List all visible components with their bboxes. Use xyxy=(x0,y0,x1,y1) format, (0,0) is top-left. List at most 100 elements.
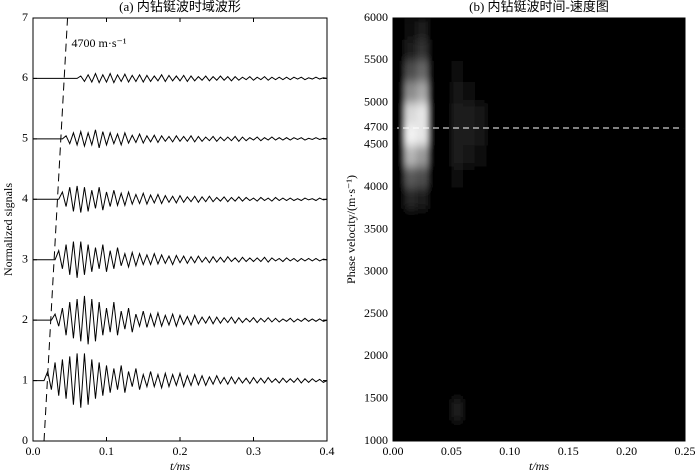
heatmap-cell xyxy=(649,292,663,315)
heatmap-cell xyxy=(486,144,499,167)
y-tick-label: 5500 xyxy=(364,52,388,66)
heatmap-cell xyxy=(638,187,651,209)
y-tick-label: 0 xyxy=(22,433,28,447)
heatmap-cell xyxy=(498,419,511,441)
heatmap-cell xyxy=(521,250,534,273)
heatmap-cell xyxy=(498,398,511,421)
heatmap-cell xyxy=(626,271,639,294)
heatmap-cell xyxy=(544,250,558,273)
heatmap-cell xyxy=(416,335,429,357)
x-tick-label: 0.05 xyxy=(441,444,462,458)
heatmap-cell xyxy=(439,39,452,61)
heatmap-cell xyxy=(673,356,685,379)
heatmap-cell xyxy=(661,60,674,82)
heatmap-cell xyxy=(661,250,674,273)
heatmap-cell xyxy=(661,208,674,230)
heatmap-cell xyxy=(509,335,522,357)
heatmap-cell xyxy=(509,271,522,294)
heatmap-cell xyxy=(568,208,581,230)
heatmap-cell xyxy=(556,187,569,209)
heatmap-cell xyxy=(673,39,685,61)
heatmap-cell xyxy=(474,166,487,188)
heatmap-cell xyxy=(649,271,663,294)
x-tick-label: 0.10 xyxy=(499,444,520,458)
heatmap-cell xyxy=(568,356,581,379)
heatmap-cell xyxy=(533,123,546,146)
heatmap-cell xyxy=(544,271,558,294)
heatmap-cell xyxy=(649,356,663,379)
y-axis-label: Normalized signals xyxy=(1,183,15,276)
heatmap-cell xyxy=(463,81,476,104)
heatmap-cell xyxy=(544,356,558,379)
heatmap-cell xyxy=(591,39,604,61)
heatmap-cell xyxy=(451,377,464,400)
heatmap-cell xyxy=(638,314,651,336)
heatmap-cell xyxy=(603,166,616,188)
heatmap-cell xyxy=(544,166,558,188)
heatmap-cell xyxy=(486,250,499,273)
heatmap-cell xyxy=(498,208,511,230)
heatmap-cell xyxy=(626,292,639,315)
heatmap-cell xyxy=(486,292,499,315)
heatmap-cell xyxy=(673,419,685,441)
heatmap-cell xyxy=(638,356,651,379)
heatmap-cell xyxy=(474,144,487,167)
heatmap-cell xyxy=(428,39,441,61)
heatmap-cell xyxy=(498,81,511,104)
heatmap-cell xyxy=(603,123,616,146)
heatmap-cell xyxy=(533,60,546,82)
heatmap-cell xyxy=(661,144,674,167)
heatmap-cell xyxy=(486,39,499,61)
heatmap-cell xyxy=(603,335,616,357)
heatmap-cell xyxy=(404,18,417,40)
heatmap-cell xyxy=(603,102,616,125)
heatmap-cell xyxy=(393,81,406,104)
heatmap-cell xyxy=(568,335,581,357)
heatmap-cell xyxy=(439,166,452,188)
heatmap-cell xyxy=(439,292,452,315)
heatmap-cell xyxy=(626,314,639,336)
heatmap-cell xyxy=(428,166,441,188)
heatmap-cell xyxy=(451,166,464,188)
heatmap-cell xyxy=(649,229,663,252)
heatmap-cell xyxy=(404,187,417,209)
heatmap-cell xyxy=(638,208,651,230)
heatmap-cell xyxy=(509,144,522,167)
heatmap-cell xyxy=(498,123,511,146)
heatmap-cell xyxy=(661,18,674,40)
heatmap-cell xyxy=(509,377,522,400)
heatmap-cell xyxy=(614,123,628,146)
y-tick-label: 2000 xyxy=(364,348,388,362)
heatmap-cell xyxy=(626,398,639,421)
heatmap-cell xyxy=(661,314,674,336)
heatmap-cell xyxy=(498,229,511,252)
annotation-label: 4700 m·s⁻¹ xyxy=(72,36,127,50)
y-tick-label: 1000 xyxy=(364,433,388,447)
heatmap-cell xyxy=(603,18,616,40)
heatmap-cell xyxy=(661,187,674,209)
heatmap-cell xyxy=(638,102,651,125)
heatmap-cell xyxy=(638,144,651,167)
heatmap-cell xyxy=(649,377,663,400)
heatmap-cell xyxy=(591,398,604,421)
heatmap-cell xyxy=(591,271,604,294)
heatmap-cell xyxy=(486,60,499,82)
heatmap-cell xyxy=(416,314,429,336)
heatmap-cell xyxy=(649,39,663,61)
heatmap-cell xyxy=(568,292,581,315)
chart-title: (a) 内钻铤波时域波形 xyxy=(119,0,241,14)
heatmap-cell xyxy=(579,166,593,188)
heatmap-cell xyxy=(579,39,593,61)
heatmap-cell xyxy=(451,250,464,273)
heatmap-cell xyxy=(439,144,452,167)
heatmap-cell xyxy=(428,398,441,421)
heatmap-cell xyxy=(463,166,476,188)
heatmap-cell xyxy=(614,398,628,421)
heatmap-cell xyxy=(626,356,639,379)
heatmap-cell xyxy=(638,123,651,146)
heatmap-cell xyxy=(474,292,487,315)
heatmap-cell xyxy=(626,39,639,61)
heatmap-cell xyxy=(404,123,417,146)
heatmap-cell xyxy=(568,123,581,146)
heatmap-cell xyxy=(661,335,674,357)
